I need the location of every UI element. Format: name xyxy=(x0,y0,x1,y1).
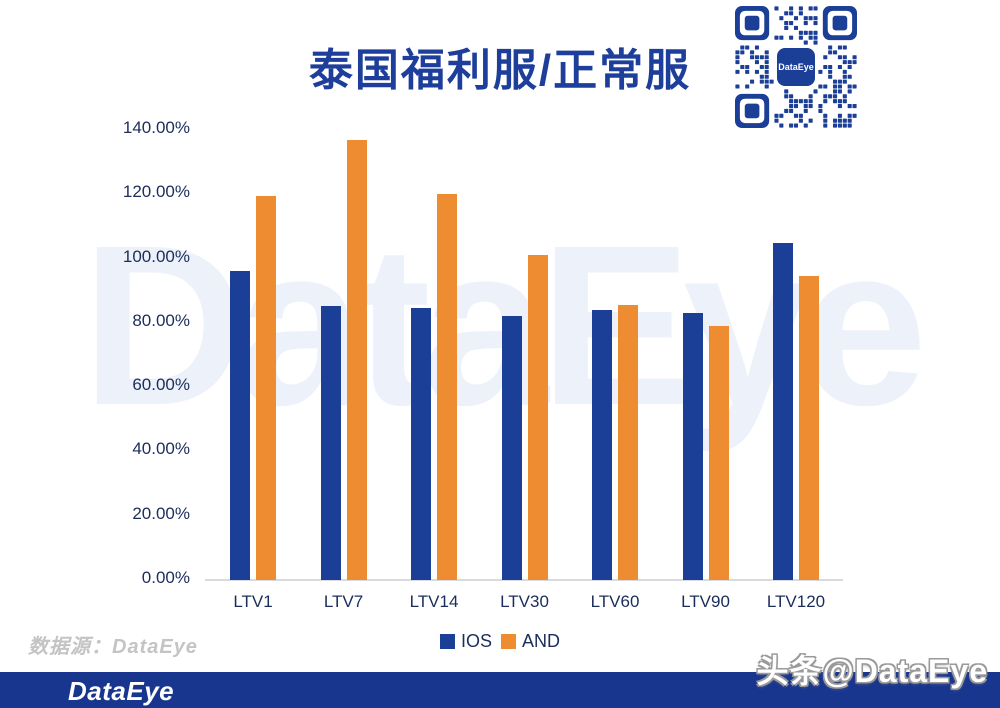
y-axis-tick-label: 80.00% xyxy=(132,310,190,330)
x-axis-category-label: LTV30 xyxy=(500,592,549,611)
bar-ios-ltv7 xyxy=(320,305,341,580)
bar-ios-ltv90 xyxy=(682,313,703,580)
y-axis-tick-label: 0.00% xyxy=(141,568,190,587)
byline-handle: 头条@DataEye xyxy=(756,653,988,689)
bar-and-ltv7 xyxy=(346,139,367,580)
x-axis-category-label: LTV120 xyxy=(766,592,826,611)
x-axis-line xyxy=(205,579,843,581)
legend-swatch xyxy=(501,634,516,649)
bar-ios-ltv120 xyxy=(773,242,793,580)
y-axis-tick-label: 20.00% xyxy=(132,503,190,523)
chart-legend: IOS AND xyxy=(439,631,560,652)
bar-and-ltv1 xyxy=(256,195,276,580)
legend-item-ios: IOS xyxy=(439,631,492,652)
bar-and-ltv120 xyxy=(799,276,819,580)
legend-label: AND xyxy=(522,631,561,651)
legend-item-and: AND xyxy=(501,631,560,652)
y-axis-tick-label: 60.00% xyxy=(132,375,190,395)
x-axis-category-label: LTV90 xyxy=(681,592,730,611)
bar-ios-ltv30 xyxy=(501,316,522,580)
x-axis-category-label: LTV7 xyxy=(323,592,364,611)
qr-center-logo-label: DataEye xyxy=(778,62,814,72)
bar-and-ltv90 xyxy=(708,326,729,580)
x-axis-category-label: LTV14 xyxy=(409,592,459,611)
bar-and-ltv30 xyxy=(527,255,548,580)
y-axis-tick-label: 140.00% xyxy=(122,118,190,137)
bar-and-ltv14 xyxy=(437,194,457,580)
legend-swatch xyxy=(439,634,455,649)
bar-ios-ltv60 xyxy=(592,310,612,580)
bar-ios-ltv14 xyxy=(411,307,431,580)
legend-label: IOS xyxy=(460,631,492,651)
x-axis-category-label: LTV1 xyxy=(233,592,273,611)
y-axis-tick-label: 40.00% xyxy=(132,439,190,459)
y-axis-tick-label: 120.00% xyxy=(122,182,190,202)
dataeye-logo: DataEye xyxy=(68,676,175,706)
source-note: 数据源：DataEye xyxy=(28,636,198,658)
chart-title: 泰国福利服/正常服 xyxy=(308,46,692,95)
bar-and-ltv60 xyxy=(618,305,638,580)
footer-bar xyxy=(0,672,1000,708)
x-axis-category-label: LTV60 xyxy=(590,592,640,611)
bar-ios-ltv1 xyxy=(230,271,250,580)
qr-code-icon: DataEye xyxy=(735,6,857,128)
y-axis-tick-label: 100.00% xyxy=(122,246,190,266)
